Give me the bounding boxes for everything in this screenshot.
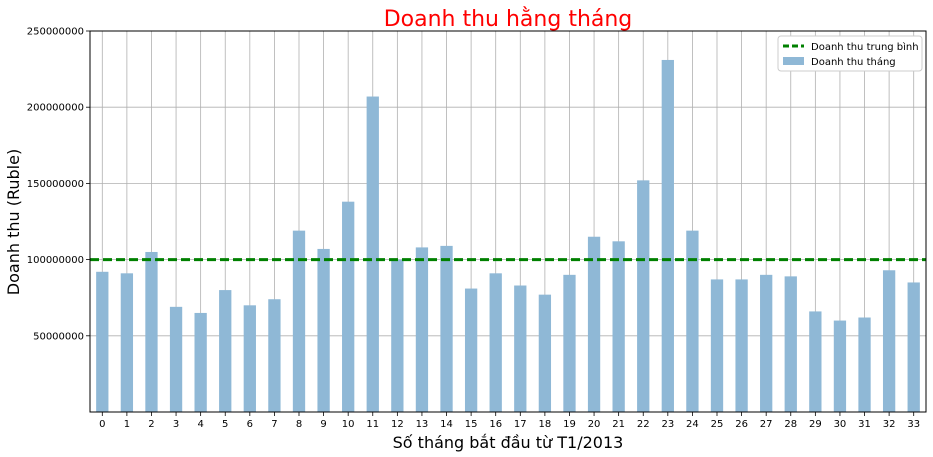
x-tick-label: 19 [563,419,576,430]
bar [587,236,601,412]
x-tick-label: 22 [637,419,650,430]
bar [563,274,576,412]
bar [440,245,453,412]
plot-frame [89,30,927,413]
bar [661,59,674,413]
x-tick-label: 31 [858,419,871,430]
x-tick-label: 15 [465,419,478,430]
bar [243,305,256,412]
x-tick-label: 25 [711,419,724,430]
bar [391,259,404,412]
x-tick-label: 16 [489,419,502,430]
chart-title: Doanh thu hằng tháng [384,7,633,32]
bar [219,290,232,412]
bar [637,180,650,412]
x-tick-label: 5 [222,419,228,430]
y-axis-label: Doanh thu (Ruble) [4,149,23,295]
y-tick-label: 150000000 [27,179,84,190]
x-axis-label: Số tháng bắt đầu từ T1/2013 [393,433,624,452]
bar [292,230,306,412]
bar [784,276,797,412]
x-tick-label: 29 [809,419,822,430]
bar [735,279,748,412]
x-tick-label: 18 [539,419,552,430]
x-tick-label: 21 [612,419,625,430]
x-tick-label: 2 [148,419,154,430]
x-tick-label: 3 [173,419,179,430]
bar [686,230,699,412]
x-tick-label: 1 [124,419,130,430]
x-tick-label: 14 [440,419,453,430]
x-tick-label: 24 [686,419,699,430]
bar [710,279,724,412]
x-tick-label: 10 [342,419,355,430]
bar [760,274,773,412]
x-tick-label: 17 [514,419,527,430]
bar [612,241,625,412]
x-tick-label: 12 [391,419,404,430]
x-tick-label: 27 [760,419,773,430]
legend-bar-swatch [783,57,804,65]
x-tick-label: 13 [416,419,429,430]
bar [833,320,847,412]
bar [145,251,158,412]
y-tick-label: 200000000 [27,103,84,114]
bar [342,201,355,412]
bar [194,312,207,412]
bar [268,299,281,412]
legend-mean-label: Doanh thu trung bình [811,41,919,53]
x-tick-label: 32 [883,419,896,430]
x-tick-label: 11 [366,419,379,430]
y-tick-label: 50000000 [33,331,84,342]
x-tick-label: 28 [784,419,797,430]
bar [415,247,429,412]
bar [317,248,330,412]
bar [882,270,896,412]
x-tick-label: 26 [735,419,748,430]
x-tick-label: 4 [197,419,203,430]
bar [858,317,871,412]
bar [907,282,920,412]
x-tick-label: 9 [320,419,326,430]
y-tick-label: 100000000 [27,255,84,266]
bar [169,306,183,412]
x-tick-label: 0 [99,419,105,430]
bar [120,273,134,412]
x-tick-label: 7 [271,419,277,430]
x-tick-label: 20 [588,419,601,430]
x-tick-label: 6 [247,419,253,430]
bar [489,273,502,412]
plot-area: 50000000 100000000 150000000 200000000 25000… [27,27,927,430]
legend-bar-label: Doanh thu tháng [811,56,896,68]
bar [464,288,478,412]
bar [809,311,822,412]
x-tick-label: 8 [296,419,302,430]
x-tick-label: 33 [907,419,920,430]
bar [366,96,379,413]
y-tick-label: 250000000 [27,27,84,38]
legend: Doanh thu trung bình Doanh thu tháng [777,35,923,72]
x-tick-label: 23 [661,419,674,430]
x-tick-label: 30 [834,419,847,430]
bar [514,285,527,412]
bar [96,271,109,412]
legend-box [777,35,923,72]
bar [538,294,552,412]
